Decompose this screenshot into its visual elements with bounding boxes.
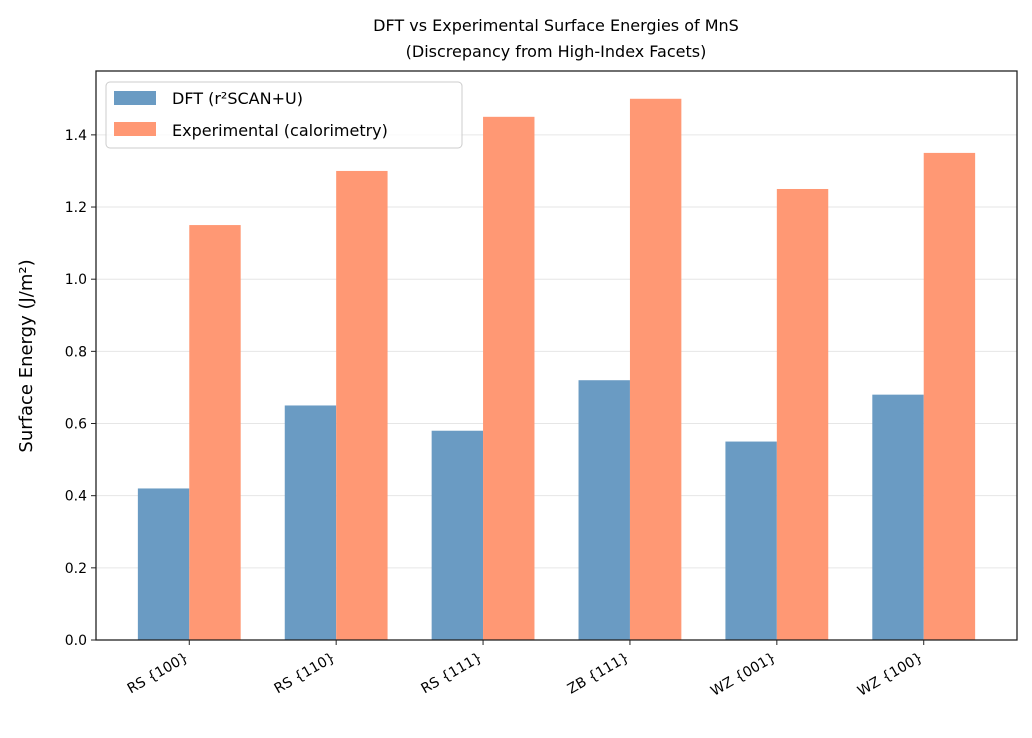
- bar-dft: [137, 488, 190, 640]
- bar-experimental: [336, 170, 388, 641]
- bar-dft: [725, 441, 777, 640]
- bar-experimental: [189, 225, 241, 640]
- legend-box: [105, 81, 463, 149]
- legend-swatch-dft: [114, 91, 156, 105]
- y-tick-label: 1.4: [65, 128, 87, 144]
- bars: [137, 98, 976, 641]
- legend-label-dft: DFT (r²SCAN+U): [172, 89, 303, 108]
- bar-dft: [431, 430, 484, 640]
- chart-title: DFT vs Experimental Surface Energies of …: [373, 16, 739, 35]
- bar-experimental: [923, 152, 976, 641]
- legend-label-experimental: Experimental (calorimetry): [172, 121, 388, 140]
- y-tick-label: 1.2: [65, 200, 87, 216]
- y-axis-label: Surface Energy (J/m²): [16, 259, 37, 452]
- chart-subtitle: (Discrepancy from High-Index Facets): [406, 42, 707, 61]
- y-tick-label: 0.8: [65, 344, 87, 360]
- y-tick-label: 0.6: [65, 417, 87, 433]
- x-tick-label: WZ {100}: [855, 650, 926, 700]
- x-tick-label: RS {110}: [272, 650, 339, 698]
- bar-experimental: [629, 98, 682, 641]
- x-tick-label: RS {111}: [419, 650, 486, 698]
- axes-frame: [95, 70, 1018, 641]
- y-tick-label: 1.0: [65, 272, 87, 288]
- x-tick-label: ZB {111}: [565, 650, 632, 698]
- x-tick-label: RS {100}: [125, 650, 192, 698]
- x-tick-label: WZ {001}: [708, 650, 779, 700]
- legend-swatch-experimental: [114, 122, 156, 136]
- bar-dft: [284, 405, 337, 640]
- bar-experimental: [483, 116, 535, 641]
- bar-dft: [872, 394, 924, 640]
- bar-dft: [578, 380, 630, 640]
- y-tick-label: 0.4: [65, 489, 87, 505]
- y-tick-label: 0.0: [65, 633, 87, 649]
- legend: DFT (r²SCAN+U) Experimental (calorimetry…: [105, 81, 463, 149]
- bar-experimental: [776, 188, 829, 640]
- y-tick-label: 0.2: [65, 561, 87, 577]
